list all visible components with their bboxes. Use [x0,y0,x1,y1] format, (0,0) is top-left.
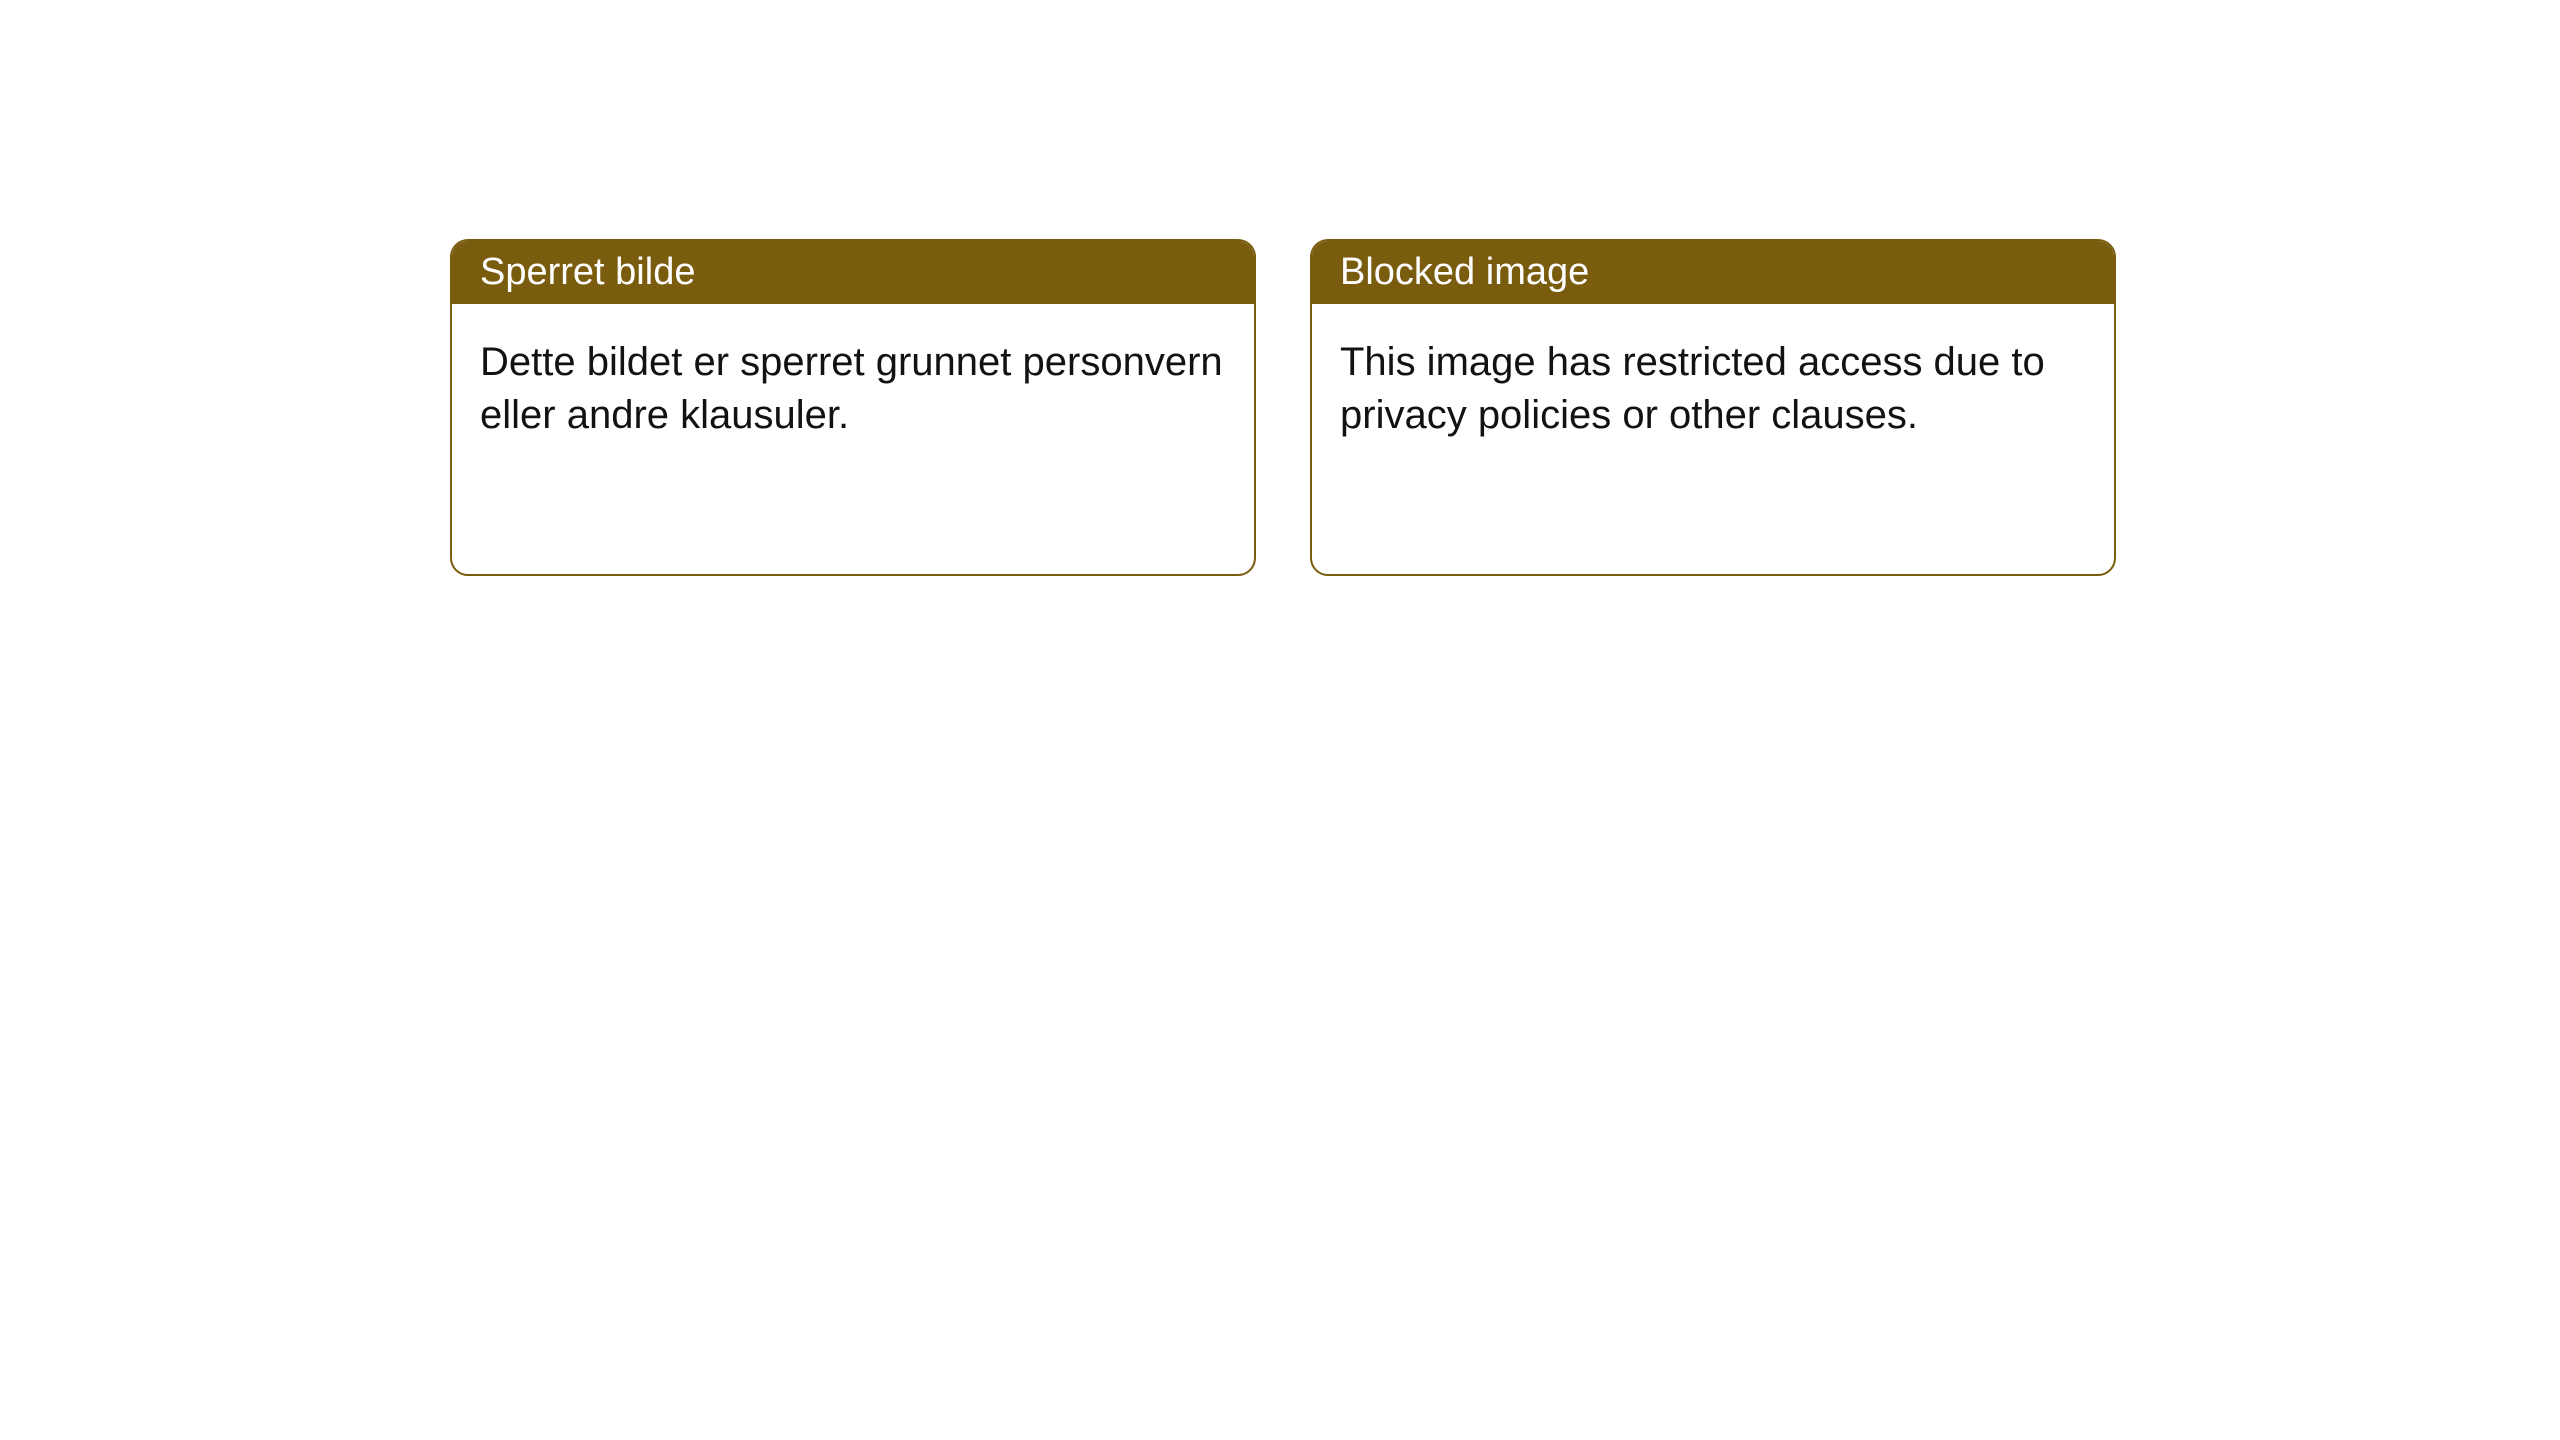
notice-title: Sperret bilde [480,251,695,293]
notice-body: This image has restricted access due to … [1312,304,2114,574]
notice-body: Dette bildet er sperret grunnet personve… [452,304,1254,574]
notice-body-text: Dette bildet er sperret grunnet personve… [480,340,1223,437]
notice-body-text: This image has restricted access due to … [1340,340,2045,437]
notice-header: Blocked image [1312,241,2114,304]
notice-container: Sperret bilde Dette bildet er sperret gr… [450,239,2116,576]
notice-header: Sperret bilde [452,241,1254,304]
notice-title: Blocked image [1340,251,1589,293]
notice-card-norwegian: Sperret bilde Dette bildet er sperret gr… [450,239,1256,576]
notice-card-english: Blocked image This image has restricted … [1310,239,2116,576]
